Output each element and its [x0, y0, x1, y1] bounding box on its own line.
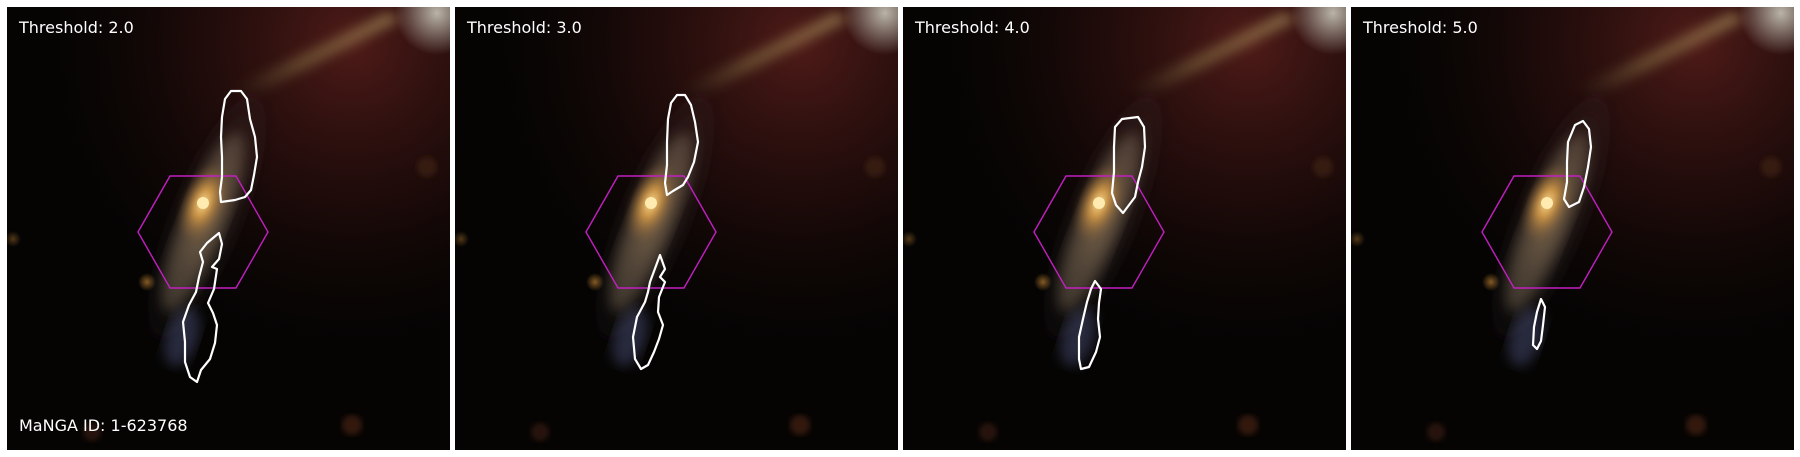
contour	[181, 89, 259, 384]
galaxy-image	[7, 7, 450, 450]
threshold-label: Threshold: 5.0	[1363, 18, 1478, 37]
panel-threshold-5: Threshold: 5.0	[1351, 7, 1794, 450]
contour	[1531, 119, 1593, 351]
galaxy-image	[455, 7, 898, 450]
galaxy-image	[903, 7, 1346, 450]
panel-threshold-2: Threshold: 2.0 MaNGA ID: 1-623768	[7, 7, 450, 450]
threshold-label: Threshold: 2.0	[19, 18, 134, 37]
panel-threshold-3: Threshold: 3.0	[455, 7, 898, 450]
threshold-label: Threshold: 3.0	[467, 18, 582, 37]
galaxy-id-label: MaNGA ID: 1-623768	[19, 416, 188, 435]
contour	[1077, 115, 1147, 371]
galaxy-image	[1351, 7, 1794, 450]
panel-threshold-4: Threshold: 4.0	[903, 7, 1346, 450]
threshold-label: Threshold: 4.0	[915, 18, 1030, 37]
contour	[631, 93, 700, 371]
